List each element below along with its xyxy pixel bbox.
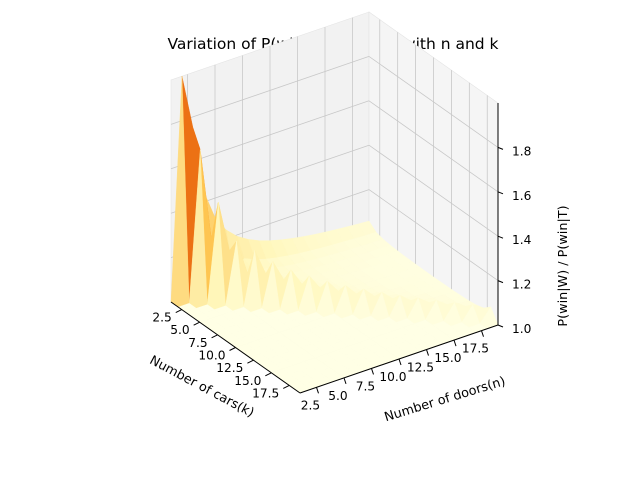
grid-wall-z-right [368,144,499,237]
y-tick-label: 5.0 [328,389,347,403]
tick-mark [497,235,504,239]
tick-mark [229,347,236,351]
tick-mark [398,358,402,366]
z-tick-label: 1.4 [512,233,532,247]
grid-wall-z-left [170,100,370,170]
surface-mesh [170,76,499,394]
x-tick-label: 2.5 [152,311,171,325]
tick-mark [481,330,484,337]
z-axis-label: P(win|W) / P(win|T) [556,205,571,326]
z-tick-label: 1.6 [512,189,531,203]
x-tick-label: 10.0 [198,349,225,363]
tick-mark [343,377,347,385]
tick-mark [371,368,374,375]
grid-wall-z-right [368,189,499,281]
grid-wall-z-left [170,56,370,125]
tick-mark [175,309,182,314]
x-tick-label: 17.5 [252,386,279,400]
z-tick-label: 1.0 [512,322,531,336]
tick-mark [497,191,504,195]
tick-mark [497,324,504,328]
tick-mark [426,349,429,356]
tick-mark [497,280,504,284]
y-tick-label: 17.5 [462,342,489,356]
tick-mark [316,387,319,394]
grid-wall-z-right [368,100,499,193]
y-tick-label: 7.5 [356,379,375,393]
tick-mark [265,372,272,377]
x-tick-label: 5.0 [170,323,189,337]
tick-mark [497,146,504,150]
x-tick-label: 7.5 [188,336,207,350]
tick-mark [247,359,254,364]
x-tick-label: 15.0 [234,374,261,388]
y-tick-label: 2.5 [301,398,320,412]
grid-wall-z-right [368,56,499,148]
tick-labels: 2.55.07.510.012.515.017.52.55.07.510.012… [152,144,531,412]
tick-mark [453,339,457,347]
y-tick-label: 15.0 [434,351,461,365]
tick-mark [193,321,200,326]
y-tick-label: 10.0 [379,370,406,384]
z-tick-label: 1.8 [512,144,531,158]
x-tick-label: 12.5 [216,361,243,375]
tick-mark [283,384,290,389]
tick-mark [211,334,218,339]
y-tick-label: 12.5 [407,361,434,375]
z-tick-label: 1.2 [512,278,531,292]
